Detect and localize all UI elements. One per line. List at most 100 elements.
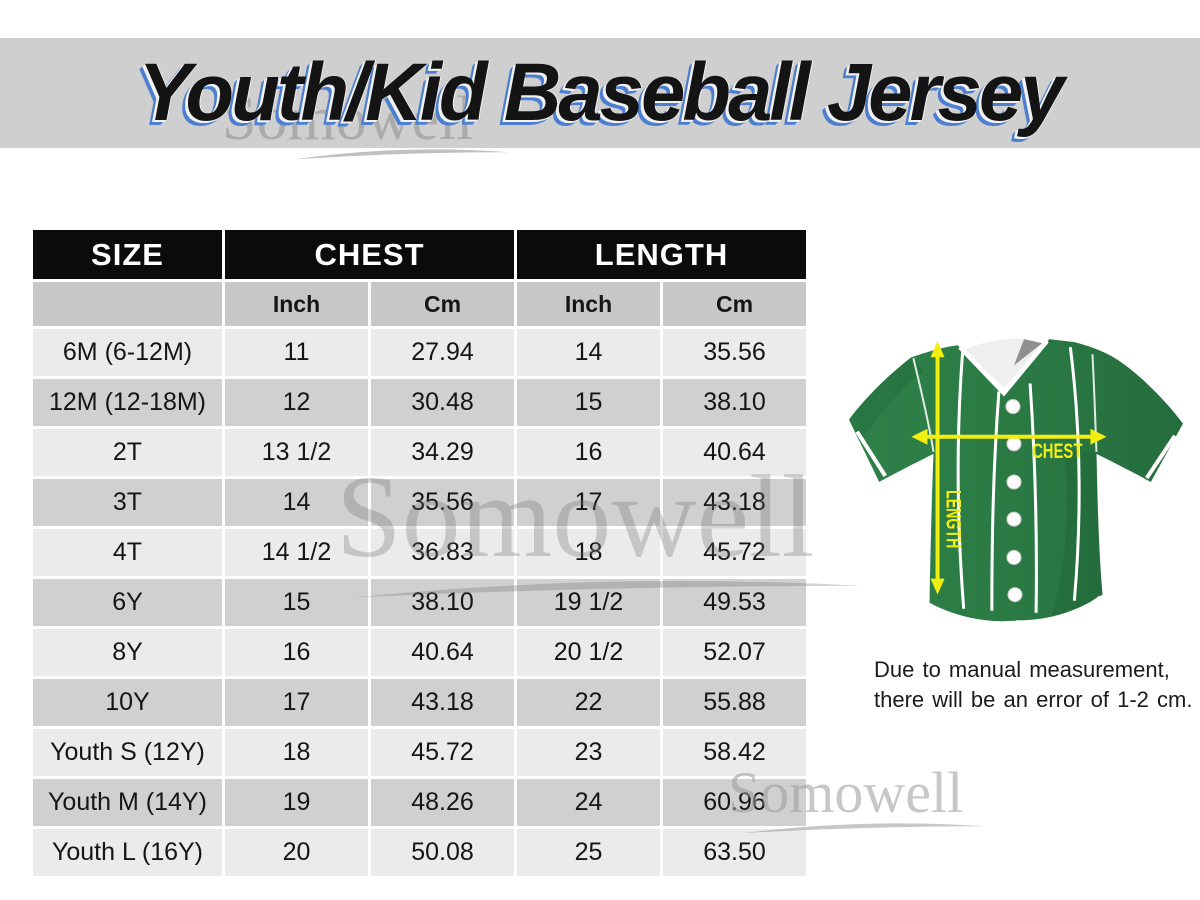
value-cell: 55.88 xyxy=(660,676,809,729)
size-cell: 4T xyxy=(30,526,225,579)
value-cell: 12 xyxy=(222,376,371,429)
size-cell: 10Y xyxy=(30,676,225,729)
table-row: 6M (6-12M) 11 27.94 14 35.56 xyxy=(30,326,809,379)
table-row: 12M (12-18M) 12 30.48 15 38.10 xyxy=(30,376,809,429)
value-cell: 23 xyxy=(514,726,663,779)
value-cell: 20 xyxy=(222,826,371,879)
size-cell: 6M (6-12M) xyxy=(30,326,225,379)
value-cell: 45.72 xyxy=(660,526,809,579)
length-arrow-label: LENGTH xyxy=(942,490,965,548)
size-cell: 2T xyxy=(30,426,225,479)
value-cell: 27.94 xyxy=(368,326,517,379)
table-row: Youth S (12Y) 18 45.72 23 58.42 xyxy=(30,726,809,779)
value-cell: 20 1/2 xyxy=(514,626,663,679)
chest-arrow xyxy=(911,428,1107,445)
table-row: 10Y 17 43.18 22 55.88 xyxy=(30,676,809,729)
size-cell: Youth L (16Y) xyxy=(30,826,225,879)
value-cell: 45.72 xyxy=(368,726,517,779)
size-cell: Youth M (14Y) xyxy=(30,776,225,829)
jersey-piping-right xyxy=(1068,347,1081,601)
note-line1: Due to manual measurement, xyxy=(874,657,1170,682)
measurement-note: Due to manual measurement, there will be… xyxy=(874,655,1194,715)
value-cell: 25 xyxy=(514,826,663,879)
value-cell: 49.53 xyxy=(660,576,809,629)
value-cell: 14 xyxy=(222,476,371,529)
value-cell: 17 xyxy=(514,476,663,529)
subheader-length-inch: Inch xyxy=(514,279,663,329)
value-cell: 16 xyxy=(514,426,663,479)
value-cell: 19 xyxy=(222,776,371,829)
jersey-shading-sleeve xyxy=(849,357,924,442)
table-subheader-row: Inch Cm Inch Cm xyxy=(30,279,809,329)
value-cell: 38.10 xyxy=(660,376,809,429)
value-cell: 40.64 xyxy=(368,626,517,679)
value-cell: 48.26 xyxy=(368,776,517,829)
table-row: 6Y 15 38.10 19 1/2 49.53 xyxy=(30,576,809,629)
value-cell: 40.64 xyxy=(660,426,809,479)
size-cell: 12M (12-18M) xyxy=(30,376,225,429)
subheader-chest-inch: Inch xyxy=(222,279,371,329)
size-cell: 8Y xyxy=(30,626,225,679)
subheader-length-cm: Cm xyxy=(660,279,809,329)
size-cell: 3T xyxy=(30,476,225,529)
value-cell: 35.56 xyxy=(660,326,809,379)
col-header-chest: CHEST xyxy=(222,227,517,282)
jersey-cuff-stripe-left xyxy=(855,430,887,478)
jersey-seam-left xyxy=(912,358,935,452)
value-cell: 11 xyxy=(222,326,371,379)
jersey-svg: LENGTH CHEST xyxy=(849,338,1183,624)
jersey-collar-trim xyxy=(958,339,1049,397)
value-cell: 38.10 xyxy=(368,576,517,629)
chest-arrow-label: CHEST xyxy=(1032,440,1082,463)
subheader-chest-cm: Cm xyxy=(368,279,517,329)
value-cell: 52.07 xyxy=(660,626,809,679)
value-cell: 63.50 xyxy=(660,826,809,879)
value-cell: 22 xyxy=(514,676,663,729)
value-cell: 14 xyxy=(514,326,663,379)
value-cell: 15 xyxy=(222,576,371,629)
table-row: 2T 13 1/2 34.29 16 40.64 xyxy=(30,426,809,479)
value-cell: 18 xyxy=(514,526,663,579)
note-line2: there will be an error of 1-2 cm. xyxy=(874,687,1193,712)
value-cell: 19 1/2 xyxy=(514,576,663,629)
jersey-illustration: LENGTH CHEST xyxy=(845,331,1187,633)
value-cell: 35.56 xyxy=(368,476,517,529)
value-cell: 50.08 xyxy=(368,826,517,879)
col-header-length: LENGTH xyxy=(514,227,809,282)
table-row: Youth L (16Y) 20 50.08 25 63.50 xyxy=(30,826,809,879)
page-title: Youth/Kid Baseball Jersey xyxy=(138,47,1064,138)
table-row: 4T 14 1/2 36.83 18 45.72 xyxy=(30,526,809,579)
size-chart-table: SIZE CHEST LENGTH Inch Cm Inch Cm 6M (6-… xyxy=(30,227,809,879)
table-header-row: SIZE CHEST LENGTH xyxy=(30,227,809,282)
size-cell: 6Y xyxy=(30,576,225,629)
value-cell: 36.83 xyxy=(368,526,517,579)
jersey-placket-right xyxy=(1028,383,1038,613)
value-cell: 58.42 xyxy=(660,726,809,779)
value-cell: 14 1/2 xyxy=(222,526,371,579)
value-cell: 43.18 xyxy=(660,476,809,529)
jersey-hem-trim xyxy=(1015,595,1102,624)
size-table-body: 6M (6-12M) 11 27.94 14 35.56 12M (12-18M) 12 30… xyxy=(30,326,809,879)
title-banner: Somowell Youth/Kid Baseball Jersey xyxy=(0,38,1200,160)
length-arrow xyxy=(930,341,945,595)
value-cell: 34.29 xyxy=(368,426,517,479)
jersey-piping-left xyxy=(956,351,966,609)
value-cell: 30.48 xyxy=(368,376,517,429)
jersey-seam-right xyxy=(1091,354,1098,452)
jersey-neck-shadow xyxy=(1013,339,1043,366)
value-cell: 15 xyxy=(514,376,663,429)
value-cell: 13 1/2 xyxy=(222,426,371,479)
size-cell: Youth S (12Y) xyxy=(30,726,225,779)
jersey-buttons xyxy=(1005,399,1023,603)
value-cell: 16 xyxy=(222,626,371,679)
col-header-size: SIZE xyxy=(30,227,225,282)
value-cell: 43.18 xyxy=(368,676,517,729)
value-cell: 18 xyxy=(222,726,371,779)
value-cell: 60.96 xyxy=(660,776,809,829)
table-row: 3T 14 35.56 17 43.18 xyxy=(30,476,809,529)
jersey-cuff-stripe-right xyxy=(1145,434,1177,480)
value-cell: 24 xyxy=(514,776,663,829)
table-row: 8Y 16 40.64 20 1/2 52.07 xyxy=(30,626,809,679)
jersey-placket-left xyxy=(990,391,1001,611)
